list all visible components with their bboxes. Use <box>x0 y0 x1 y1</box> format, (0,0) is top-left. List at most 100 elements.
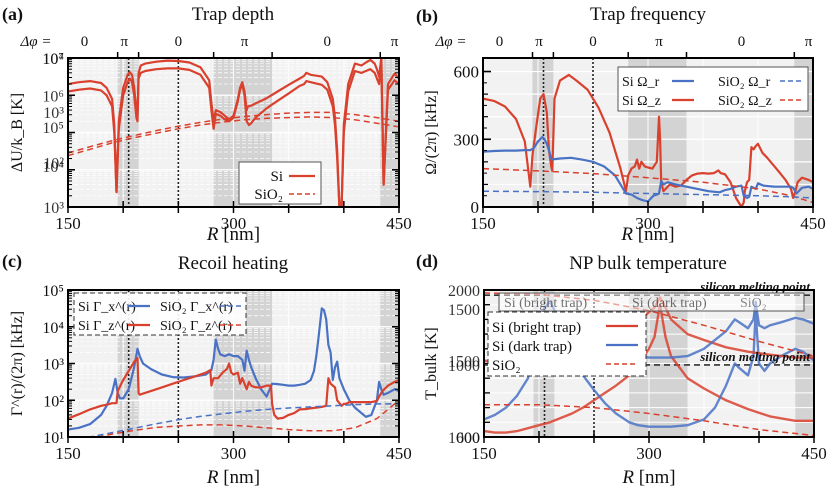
phase-label: π <box>120 34 128 50</box>
y-tick-label: 10⁴ <box>42 320 64 337</box>
legend-label: SiO₂ <box>254 187 283 203</box>
x-axis-label: R [nm] <box>621 467 675 488</box>
legend-label: SiO₂ <box>492 358 521 374</box>
series-group <box>68 307 399 437</box>
phase-label: 0 <box>81 34 89 50</box>
y-tick-label: 10⁴ <box>42 159 64 176</box>
y-axis-label: Γ^(r)/(2π) [kHz] <box>9 311 26 416</box>
x-tick-label: 450 <box>386 444 412 463</box>
legend-label: Si (dark trap) <box>492 339 572 355</box>
panel-title: Trap frequency <box>590 4 706 25</box>
panel-c: 150 300 450 R [nm] 10¹ 10² 10³ 10⁴ 10⁵ Γ^(r)/(2π)… <box>2 251 412 488</box>
legend: Si Γ_x^(r) SiO₂ Γ_x^(r) Si Γ_z^(r) SiO₂ Γ_z… <box>73 292 247 336</box>
x-axis-unit: [nm] <box>218 224 260 245</box>
series-line-sio-z <box>483 167 813 204</box>
series-line-si-lower- <box>68 58 399 207</box>
panel-title: Trap depth <box>192 4 275 25</box>
series-line-si-dark-trap-upper <box>629 300 814 359</box>
x-tick-label: 300 <box>221 444 247 463</box>
legend-ghost-label: SiO₂ <box>740 296 767 311</box>
y-tick-label: 10³ <box>43 200 64 217</box>
x-axis-unit: [nm] <box>633 224 675 245</box>
phase-label: π <box>805 34 813 50</box>
y-tick-label: 10² <box>43 393 64 410</box>
phase-label: 0 <box>496 34 504 50</box>
y-tick-label: 10⁷ <box>42 51 64 68</box>
y-tick-label: 10³ <box>43 357 64 374</box>
legend-label: Si Ω_r <box>622 75 660 90</box>
x-tick-label: 150 <box>55 444 81 463</box>
series-line-sio-r <box>483 190 813 199</box>
x-axis-symbol: R <box>621 467 634 488</box>
x-tick-label: 300 <box>636 444 662 463</box>
y-tick-label: 10² <box>43 155 64 172</box>
x-tick-label: 300 <box>635 214 661 233</box>
phase-label: 0 <box>175 34 183 50</box>
y-tick-label: 1000 <box>448 430 480 447</box>
series-line-sio-lower <box>484 403 814 437</box>
legend-label: SiO₂ Ω_z <box>718 94 772 109</box>
y-tick-label: 600 <box>456 430 480 447</box>
legend-label: Si <box>270 169 283 185</box>
y-tick-label: 0 <box>471 198 480 217</box>
x-tick-label: 300 <box>221 214 247 233</box>
phase-label: 0 <box>589 34 597 50</box>
y-tick-label: 1500 <box>448 302 480 319</box>
series-line-si-z <box>483 73 813 207</box>
legend-label: Si Γ_x^(r) <box>78 300 136 315</box>
legend-label: SiO₂ Γ_x^(r) <box>160 300 233 315</box>
legend-box <box>73 292 247 336</box>
x-tick-label: 450 <box>800 214 826 233</box>
panel-b: 150 300 450 R [nm] 0 300 600 Ω/(2π) [kHz] Δφ = 0 π… <box>416 4 826 245</box>
y-axis-label: ΔU/k_B [K] <box>9 93 26 172</box>
panel-label: (a) <box>2 4 23 25</box>
panel-d: silicon melting point silicon melting poi… <box>416 251 827 488</box>
legend-label: Si (bright trap) <box>492 320 581 336</box>
grid <box>67 58 400 208</box>
y-tick-label: 1500 <box>448 354 480 371</box>
x-tick-label: 150 <box>470 214 496 233</box>
panel-label: (d) <box>416 251 438 272</box>
legend-ghost-label: Si (dark trap) <box>632 296 707 311</box>
series-group <box>68 58 399 207</box>
legend-label: SiO₂ Ω_r <box>718 75 771 90</box>
x-axis-unit: [nm] <box>634 467 676 488</box>
x-axis-symbol: R <box>206 224 219 245</box>
y-tick-label: 10⁴ <box>42 51 64 68</box>
panel-label: (c) <box>2 251 22 272</box>
series-line-si-z <box>68 356 399 420</box>
x-axis-label: R [nm] <box>620 224 674 245</box>
y-tick-label: 600 <box>454 63 480 82</box>
legend: Si Ω_r SiO₂ Ω_r Si Ω_z SiO₂ Ω_z <box>617 66 809 112</box>
x-axis-symbol: R <box>206 467 219 488</box>
legend-label: Si Γ_z^(r) <box>78 319 135 334</box>
phase-label: 0 <box>738 34 746 50</box>
y-axis-label: Ω/(2π) [kHz] <box>423 90 440 174</box>
panel-title: NP bulk temperature <box>569 253 727 274</box>
phase-label: π <box>655 34 663 50</box>
x-tick-label: 150 <box>471 444 497 463</box>
legend-label: SiO₂ Γ_z^(r) <box>160 319 232 334</box>
legend-ghost-box <box>498 292 805 312</box>
legend-ghost-label: Si (bright trap) <box>504 296 588 311</box>
series-group <box>483 73 813 207</box>
legend: Si (bright trap) Si (dark trap) SiO₂ Si (br… <box>487 292 805 377</box>
legend-box <box>617 66 809 112</box>
melting-point-label: silicon melting point <box>699 279 810 294</box>
phase-axis-prefix: Δφ = <box>435 34 467 50</box>
y-tick-label: 1000 <box>448 358 480 375</box>
x-tick-label: 450 <box>801 444 827 463</box>
melting-point-label: silicon melting point <box>699 349 810 364</box>
y-tick-label: 10⁵ <box>42 120 64 137</box>
series-line-si-x <box>68 307 399 431</box>
phase-label: 0 <box>324 34 332 50</box>
y-tick-label: 10¹ <box>43 430 64 447</box>
y-tick-label: 10⁶ <box>42 88 64 105</box>
legend: Si SiO₂ <box>238 161 322 205</box>
y-tick-label: 300 <box>454 130 480 149</box>
y-tick-label: 2000 <box>448 283 480 300</box>
legend-label: Si Ω_z <box>622 94 661 109</box>
y-axis-label: T_bulk [K] <box>423 327 440 399</box>
